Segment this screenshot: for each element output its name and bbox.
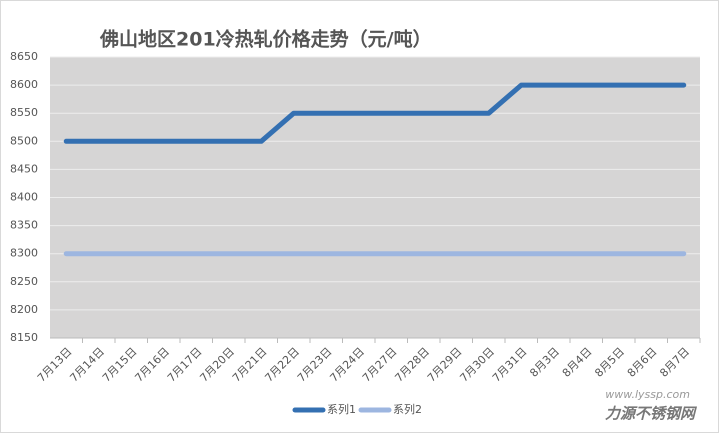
y-tick-label: 8350 bbox=[10, 219, 38, 232]
legend-label: 系列1 bbox=[327, 402, 356, 416]
series-line bbox=[63, 82, 687, 144]
y-tick-label: 8250 bbox=[10, 275, 38, 288]
y-tick-label: 8300 bbox=[10, 247, 38, 260]
y-tick-label: 8550 bbox=[10, 106, 38, 119]
y-tick-label: 8600 bbox=[10, 78, 38, 91]
y-tick-label: 8400 bbox=[10, 191, 38, 204]
chart-title: 佛山地区201冷热轧价格走势（元/吨） bbox=[99, 28, 432, 51]
y-tick-label: 8650 bbox=[10, 50, 38, 63]
y-tick-label: 8200 bbox=[10, 303, 38, 316]
y-tick-label: 8450 bbox=[10, 162, 38, 175]
watermark-name: 力源不锈钢网 bbox=[605, 405, 698, 423]
watermark-url: www.lyssp.com bbox=[605, 388, 690, 401]
legend-label: 系列2 bbox=[393, 402, 422, 416]
y-tick-label: 8500 bbox=[10, 134, 38, 147]
y-tick-label: 8150 bbox=[10, 331, 38, 344]
